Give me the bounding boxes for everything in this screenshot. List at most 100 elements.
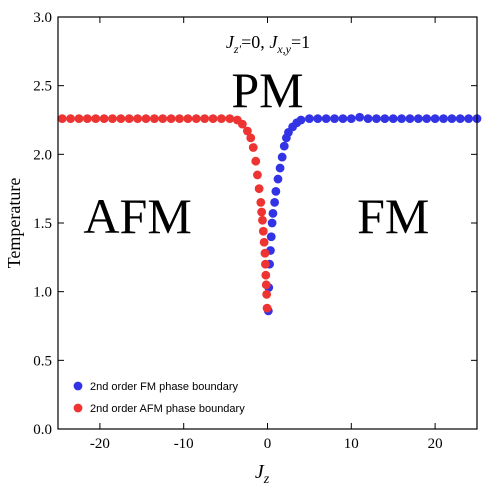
series-1-point-39 xyxy=(57,114,67,124)
series-1-point-35 xyxy=(91,114,101,124)
series-1-point-37 xyxy=(74,114,84,124)
series-1-point-36 xyxy=(82,114,92,124)
series-1-point-9 xyxy=(257,207,267,217)
title-j-symbol-2: J xyxy=(269,32,278,52)
series-1-point-28 xyxy=(149,114,159,124)
series-1-point-33 xyxy=(108,114,117,124)
series-0-point-32 xyxy=(422,114,432,124)
series-0-point-22 xyxy=(338,114,348,124)
region-label-pm: PM xyxy=(231,62,303,118)
series-1-point-25 xyxy=(175,114,184,124)
y-axis-label: Temperature xyxy=(4,178,24,269)
series-1-point-0 xyxy=(262,303,272,313)
axis-tick-labels: -20 -10 0 10 20 0.0 0.5 1.0 1.5 2.0 2.5 3.0 xyxy=(33,10,442,452)
series-1-point-1 xyxy=(262,290,272,299)
series-0-point-27 xyxy=(380,114,390,124)
x-tick-label-4: 20 xyxy=(428,436,443,452)
y-tick-label-1: 0.5 xyxy=(33,353,52,369)
series-0-point-25 xyxy=(363,114,373,124)
axis-ticks xyxy=(58,16,477,430)
x-axis-label-symbol: J xyxy=(255,461,265,483)
series-0-point-36 xyxy=(455,114,465,124)
series-1-point-30 xyxy=(133,114,143,124)
series-0-point-12 xyxy=(279,141,289,151)
series-0-point-11 xyxy=(277,152,287,162)
title-xy-subscript: x,y xyxy=(276,42,291,56)
title-zprime-subscript: z′ xyxy=(233,42,242,56)
y-tick-label-5: 2.5 xyxy=(33,79,52,95)
series-1-point-19 xyxy=(225,114,235,124)
x-tick-label-0: -20 xyxy=(90,436,110,452)
series-0-point-7 xyxy=(270,198,280,207)
series-1-point-18 xyxy=(232,115,242,125)
series-0-point-5 xyxy=(267,218,277,228)
series-1-point-6 xyxy=(259,237,269,247)
series-0-point-33 xyxy=(430,114,440,124)
title-j-symbol: J xyxy=(226,32,235,52)
series-1-point-20 xyxy=(217,114,226,124)
series-1-point-38 xyxy=(66,114,75,124)
series-0-point-6 xyxy=(268,208,278,218)
series-1-point-27 xyxy=(158,114,168,124)
series-0-point-30 xyxy=(405,114,415,124)
legend-marker-0 xyxy=(73,381,83,391)
series-1-point-26 xyxy=(166,114,176,124)
title-eq-one: =1 xyxy=(291,32,310,52)
series-0-point-10 xyxy=(275,163,285,173)
series-1-point-29 xyxy=(141,114,151,124)
legend-label-0: 2nd order FM phase boundary xyxy=(90,381,238,393)
series-1-point-23 xyxy=(191,114,201,124)
series-0-point-17 xyxy=(296,115,306,125)
series-1-point-31 xyxy=(124,114,134,124)
chart-title: Jz′=0, Jx,y=1 xyxy=(226,32,310,56)
y-tick-label-2: 1.0 xyxy=(33,285,52,301)
series-1-point-14 xyxy=(248,143,258,152)
region-label-afm: AFM xyxy=(83,188,191,244)
series-1-point-3 xyxy=(261,270,271,280)
y-tick-label-0: 0.0 xyxy=(33,422,52,438)
series-0-point-18 xyxy=(305,114,314,124)
series-0-point-37 xyxy=(464,114,474,124)
plot-points xyxy=(57,112,482,316)
y-tick-label-3: 1.5 xyxy=(33,216,52,232)
series-0-point-21 xyxy=(330,114,339,124)
series-0-point-8 xyxy=(271,187,281,196)
series-1-point-13 xyxy=(251,156,261,166)
series-0-point-35 xyxy=(447,114,457,124)
series-1-point-16 xyxy=(242,126,252,136)
series-1-point-4 xyxy=(261,259,270,269)
series-0-point-31 xyxy=(413,114,423,124)
series-1-point-24 xyxy=(183,114,193,124)
series-1-point-5 xyxy=(260,248,270,258)
legend-label-1: 2nd order AFM phase boundary xyxy=(90,403,245,415)
series-1-point-15 xyxy=(246,133,256,143)
series-0-point-20 xyxy=(321,114,331,124)
legend-marker-1 xyxy=(73,403,83,413)
series-0-point-34 xyxy=(439,114,448,124)
series-0-point-24 xyxy=(355,112,365,122)
series-1-point-12 xyxy=(253,170,262,180)
x-tick-label-1: -10 xyxy=(174,436,194,452)
series-0-point-9 xyxy=(273,174,283,184)
y-tick-label-4: 2.0 xyxy=(33,147,52,163)
series-1-point-32 xyxy=(116,114,126,124)
region-label-fm: FM xyxy=(357,188,429,244)
x-tick-label-2: 0 xyxy=(264,436,272,452)
series-1-point-34 xyxy=(99,114,109,124)
phase-region-labels: PM AFM FM xyxy=(83,62,429,244)
series-1-point-10 xyxy=(256,198,266,207)
series-1-point-11 xyxy=(254,184,264,194)
x-tick-label-3: 10 xyxy=(344,436,359,452)
series-0-point-29 xyxy=(397,114,406,124)
legend: 2nd order FM phase boundary 2nd order AFM… xyxy=(73,381,245,415)
series-1-point-8 xyxy=(258,215,267,225)
series-1-point-22 xyxy=(200,114,210,124)
series-0-point-19 xyxy=(313,114,323,124)
series-0-point-4 xyxy=(266,232,276,242)
y-tick-label-6: 3.0 xyxy=(33,10,52,26)
series-1-point-2 xyxy=(261,280,271,290)
series-1-point-21 xyxy=(208,114,218,124)
series-1-point-7 xyxy=(258,226,268,236)
title-eq-zero: =0, xyxy=(241,32,269,52)
